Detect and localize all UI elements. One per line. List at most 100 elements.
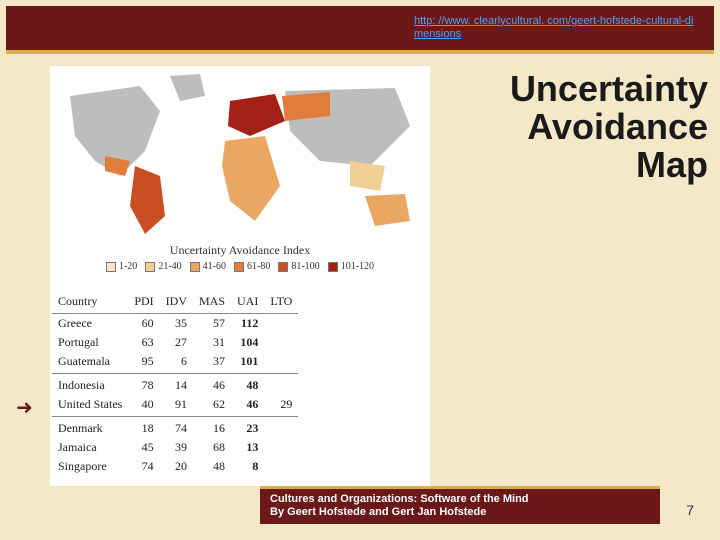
- legend-item: 81-100: [278, 261, 319, 274]
- uai-table: CountryPDIIDVMASUAILTO Greece603557112Po…: [52, 292, 298, 478]
- footer-line-1: Cultures and Organizations: Software of …: [270, 493, 650, 507]
- value-cell: 40: [128, 395, 159, 417]
- value-cell: 8: [231, 457, 264, 478]
- legend-label: 1-20: [119, 261, 137, 274]
- country-cell: Greece: [52, 313, 128, 333]
- value-cell: 46: [231, 395, 264, 417]
- footer-band: Cultures and Organizations: Software of …: [260, 486, 660, 525]
- value-cell: 39: [160, 438, 193, 457]
- map-caption: Uncertainty Avoidance Index 1-20 21-40 41-…: [50, 243, 430, 274]
- value-cell: [264, 352, 298, 374]
- legend-swatch: [278, 262, 288, 272]
- title-line-3: Map: [510, 146, 708, 184]
- value-cell: 45: [128, 438, 159, 457]
- table-col-header: MAS: [193, 292, 231, 314]
- value-cell: 37: [193, 352, 231, 374]
- value-cell: 91: [160, 395, 193, 417]
- value-cell: 23: [231, 416, 264, 438]
- legend-label: 41-60: [203, 261, 226, 274]
- table-col-header: PDI: [128, 292, 159, 314]
- russia-west-shape: [282, 92, 330, 121]
- legend-item: 21-40: [145, 261, 181, 274]
- legend-item: 41-60: [190, 261, 226, 274]
- table-row: Jamaica45396813: [52, 438, 298, 457]
- table-row: United States4091624629: [52, 395, 298, 417]
- country-cell: Singapore: [52, 457, 128, 478]
- footer-citation: Cultures and Organizations: Software of …: [270, 493, 650, 521]
- legend-label: 81-100: [291, 261, 319, 274]
- pointer-arrow-icon: ➜: [16, 395, 33, 420]
- header-band: http: //www. clearlycultural. com/geert-…: [6, 6, 714, 54]
- legend-swatch: [328, 262, 338, 272]
- source-link[interactable]: http: //www. clearlycultural. com/geert-…: [414, 15, 694, 41]
- value-cell: 101: [231, 352, 264, 374]
- country-cell: Guatemala: [52, 352, 128, 374]
- legend-swatch: [145, 262, 155, 272]
- value-cell: 29: [264, 395, 298, 417]
- value-cell: 74: [160, 416, 193, 438]
- value-cell: 20: [160, 457, 193, 478]
- world-map: [50, 66, 430, 241]
- value-cell: 46: [193, 373, 231, 395]
- value-cell: 31: [193, 333, 231, 352]
- table-body: Greece603557112Portugal632731104Guatemal…: [52, 313, 298, 478]
- map-legend: 1-20 21-40 41-60 61-80 81-100 101-120: [50, 261, 430, 274]
- asia-se-shape: [350, 161, 385, 191]
- table-header-row: CountryPDIIDVMASUAILTO: [52, 292, 298, 314]
- slide-title: Uncertainty Avoidance Map: [510, 70, 708, 183]
- value-cell: [264, 373, 298, 395]
- value-cell: [264, 333, 298, 352]
- value-cell: 48: [193, 457, 231, 478]
- value-cell: 104: [231, 333, 264, 352]
- map-caption-line1: Uncertainty Avoidance Index: [50, 243, 430, 258]
- value-cell: 62: [193, 395, 231, 417]
- value-cell: 74: [128, 457, 159, 478]
- table-row: Guatemala95637101: [52, 352, 298, 374]
- page-number: 7: [686, 502, 694, 518]
- country-cell: Portugal: [52, 333, 128, 352]
- table-row: Indonesia78144648: [52, 373, 298, 395]
- legend-label: 101-120: [341, 261, 374, 274]
- legend-label: 61-80: [247, 261, 270, 274]
- value-cell: [264, 438, 298, 457]
- value-cell: 35: [160, 313, 193, 333]
- country-cell: United States: [52, 395, 128, 417]
- table-col-header: LTO: [264, 292, 298, 314]
- table-row: Singapore7420488: [52, 457, 298, 478]
- value-cell: 14: [160, 373, 193, 395]
- legend-item: 61-80: [234, 261, 270, 274]
- country-cell: Indonesia: [52, 373, 128, 395]
- footer-line-2: By Geert Hofstede and Gert Jan Hofstede: [270, 506, 650, 520]
- value-cell: 18: [128, 416, 159, 438]
- content-panel: Uncertainty Avoidance Index 1-20 21-40 41-…: [50, 66, 430, 486]
- value-cell: 78: [128, 373, 159, 395]
- value-cell: 68: [193, 438, 231, 457]
- table-col-header: UAI: [231, 292, 264, 314]
- table-row: Denmark18741623: [52, 416, 298, 438]
- value-cell: 27: [160, 333, 193, 352]
- country-cell: Denmark: [52, 416, 128, 438]
- table-row: Greece603557112: [52, 313, 298, 333]
- value-cell: 63: [128, 333, 159, 352]
- legend-swatch: [106, 262, 116, 272]
- value-cell: 16: [193, 416, 231, 438]
- title-line-2: Avoidance: [510, 108, 708, 146]
- value-cell: 60: [128, 313, 159, 333]
- value-cell: [264, 457, 298, 478]
- legend-item: 1-20: [106, 261, 137, 274]
- value-cell: 13: [231, 438, 264, 457]
- legend-item: 101-120: [328, 261, 374, 274]
- value-cell: 57: [193, 313, 231, 333]
- country-cell: Jamaica: [52, 438, 128, 457]
- table-col-header: Country: [52, 292, 128, 314]
- legend-label: 21-40: [158, 261, 181, 274]
- table-row: Portugal632731104: [52, 333, 298, 352]
- legend-swatch: [234, 262, 244, 272]
- value-cell: [264, 313, 298, 333]
- value-cell: 48: [231, 373, 264, 395]
- title-line-1: Uncertainty: [510, 70, 708, 108]
- value-cell: [264, 416, 298, 438]
- value-cell: 6: [160, 352, 193, 374]
- value-cell: 95: [128, 352, 159, 374]
- table-col-header: IDV: [160, 292, 193, 314]
